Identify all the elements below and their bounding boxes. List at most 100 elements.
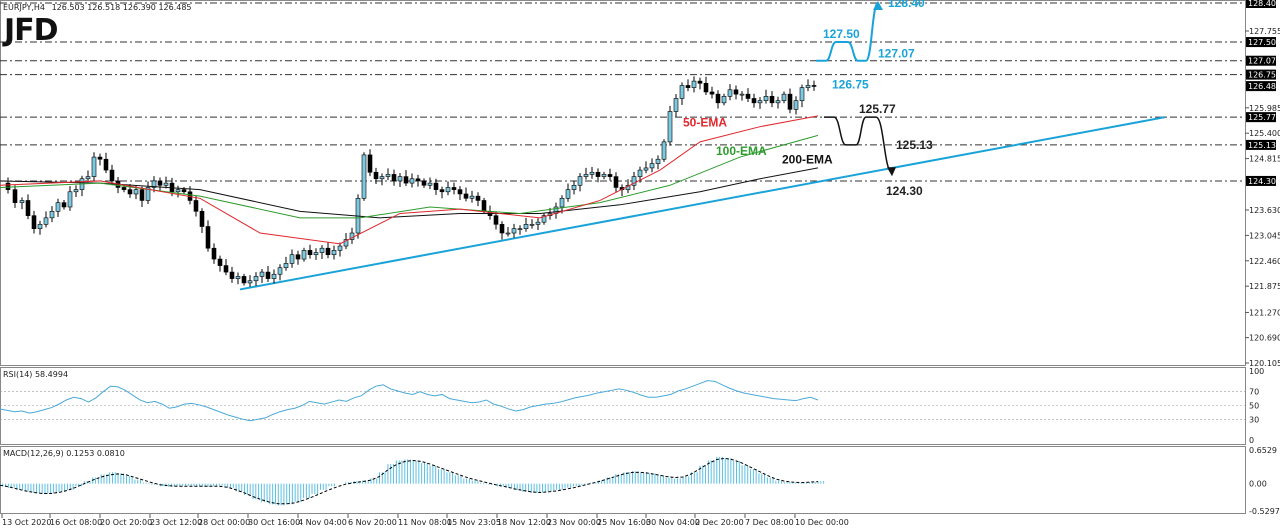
bull-candle bbox=[511, 228, 517, 234]
price-level-box-label: 126.485 bbox=[1248, 82, 1280, 91]
price-tick-label: 127.755 bbox=[1249, 27, 1280, 36]
bear-candle bbox=[325, 247, 331, 256]
bull-candle bbox=[541, 215, 547, 223]
price-tick-label: 122.460 bbox=[1249, 257, 1280, 266]
bull-candle bbox=[397, 176, 403, 182]
bear-candle bbox=[217, 258, 223, 266]
bull-candle bbox=[763, 96, 769, 101]
bear-candle bbox=[229, 271, 235, 279]
bull-candle bbox=[91, 156, 97, 177]
price-level-box-label: 127.070 bbox=[1248, 57, 1280, 66]
time-tick-label: 28 Oct 00:00 bbox=[198, 518, 250, 527]
bear-candle bbox=[391, 174, 397, 182]
bull-candle bbox=[337, 245, 343, 251]
bear-candle bbox=[25, 200, 31, 216]
bear-candle bbox=[241, 276, 247, 284]
bull-candle bbox=[661, 141, 667, 160]
bull-candle bbox=[235, 276, 241, 279]
bear-candle bbox=[613, 176, 619, 188]
bull-candle bbox=[691, 80, 697, 88]
bear-candle bbox=[715, 93, 721, 104]
time-tick-label: 7 Dec 08:00 bbox=[745, 518, 794, 527]
level-label: 127.07 bbox=[878, 47, 915, 61]
rsi-tick-label: 0 bbox=[1249, 436, 1254, 445]
bull-candle bbox=[409, 178, 415, 184]
time-tick-label: 30 Oct 16:00 bbox=[248, 518, 300, 527]
time-tick-label: 18 Nov 12:00 bbox=[497, 518, 551, 527]
bear-candle bbox=[181, 189, 187, 193]
bear-candle bbox=[103, 158, 109, 171]
bear-candle bbox=[139, 189, 145, 201]
bear-candle bbox=[787, 93, 793, 110]
rsi-panel: RSI(14) 58.4994 100 70 50 30 0 bbox=[0, 367, 1264, 445]
bull-candle bbox=[649, 163, 655, 169]
rsi-title: RSI(14) 58.4994 bbox=[3, 370, 68, 379]
bull-candle bbox=[133, 189, 139, 195]
rsi-tick-label: 70 bbox=[1249, 388, 1259, 397]
bull-candle bbox=[667, 111, 673, 143]
bull-candle bbox=[529, 224, 535, 226]
ema-100-label: 100-EMA bbox=[716, 144, 767, 158]
bear-candle bbox=[205, 226, 211, 249]
macd-tick-label: -0.5297 bbox=[1249, 507, 1280, 516]
bull-candle bbox=[565, 189, 571, 199]
level-label: 127.50 bbox=[823, 27, 860, 41]
projection-down-arrowhead bbox=[887, 167, 896, 177]
time-tick-label: 10 Dec 00:00 bbox=[795, 518, 849, 527]
price-tick-label: 123.630 bbox=[1249, 206, 1280, 215]
bull-candle bbox=[163, 182, 169, 186]
time-tick-label: 23 Oct 12:00 bbox=[150, 518, 202, 527]
bear-candle bbox=[685, 85, 691, 88]
time-tick-label: 4 Nov 04:00 bbox=[298, 518, 347, 527]
ema-100-line bbox=[0, 134, 819, 219]
bull-candle bbox=[535, 221, 541, 225]
time-tick-label: 15 Nov 23:05 bbox=[447, 518, 501, 527]
bear-candle bbox=[415, 178, 421, 182]
bull-candle bbox=[637, 169, 643, 177]
rsi-line bbox=[0, 380, 819, 422]
price-tick-label: 125.985 bbox=[1249, 104, 1280, 113]
bear-candle bbox=[439, 189, 445, 193]
panel-frames bbox=[0, 0, 1246, 514]
projection-up-arrowhead bbox=[873, 1, 883, 10]
level-label: 125.77 bbox=[859, 102, 896, 116]
bear-candle bbox=[733, 89, 739, 95]
bear-candle bbox=[493, 215, 499, 225]
price-tick-label: 121.875 bbox=[1249, 282, 1280, 291]
bull-candle bbox=[445, 187, 451, 193]
bull-candle bbox=[67, 191, 73, 208]
bull-candle bbox=[343, 239, 349, 247]
bull-candle bbox=[175, 189, 181, 193]
time-tick-label: 30 Nov 04:00 bbox=[646, 518, 700, 527]
bull-candle bbox=[631, 176, 637, 186]
bear-candle bbox=[157, 180, 163, 186]
time-tick-label: 6 Nov 20:00 bbox=[348, 518, 397, 527]
bear-candle bbox=[5, 182, 11, 190]
price-level-box bbox=[1246, 112, 1276, 123]
bear-candle bbox=[109, 169, 115, 182]
level-label: 124.30 bbox=[886, 184, 923, 198]
price-tick-label: 124.815 bbox=[1249, 155, 1280, 164]
bear-candle bbox=[307, 250, 313, 256]
bear-candle bbox=[211, 247, 217, 260]
price-level-box-label: 124.300 bbox=[1248, 177, 1280, 186]
bear-candle bbox=[703, 82, 709, 93]
bull-candle bbox=[253, 276, 259, 282]
bull-candle bbox=[43, 217, 49, 225]
bull-candle bbox=[601, 174, 607, 177]
price-level-box-label: 127.500 bbox=[1248, 38, 1280, 47]
bear-candle bbox=[295, 254, 301, 260]
ema-50-line bbox=[0, 115, 819, 245]
bull-candle bbox=[589, 171, 595, 175]
bull-candle bbox=[55, 202, 61, 212]
price-tick-label: 121.270 bbox=[1249, 308, 1280, 317]
bull-candle bbox=[799, 87, 805, 101]
price-tick-label: 125.400 bbox=[1249, 129, 1280, 138]
bull-candle bbox=[151, 180, 157, 188]
time-tick-label: 20 Oct 20:00 bbox=[100, 518, 152, 527]
bear-candle bbox=[61, 202, 67, 208]
jfd-logo: JFD bbox=[2, 13, 58, 48]
bear-candle bbox=[457, 189, 463, 195]
bull-candle bbox=[559, 197, 565, 208]
bull-candle bbox=[781, 93, 787, 101]
